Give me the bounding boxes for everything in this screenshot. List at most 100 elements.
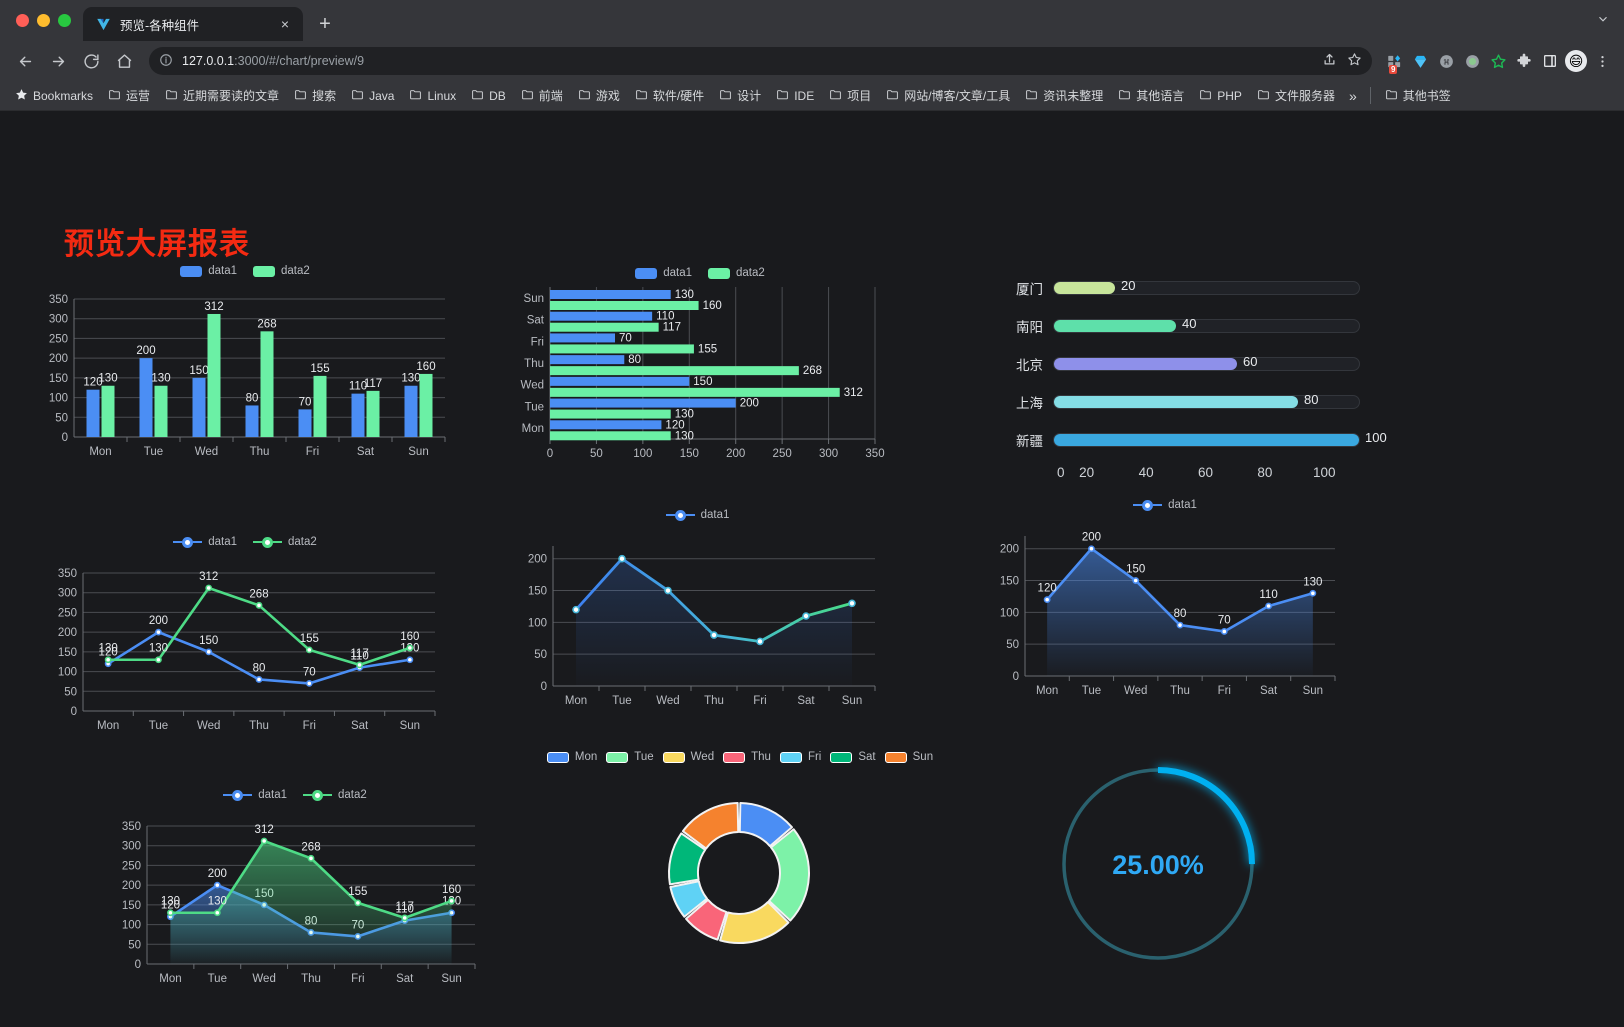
pie-slice-Tue[interactable] [768,828,810,922]
folder-icon [165,88,178,104]
legend-item-data2[interactable]: data2 [253,265,310,277]
chart-text: Mon [1036,685,1058,697]
legend-item-Sun[interactable]: Sun [884,751,933,763]
pie-slice-Mon[interactable] [738,802,793,848]
chart-text: 117 [364,378,382,390]
profile-avatar[interactable]: 😄 [1564,49,1588,73]
bookmark-folder-16[interactable]: 文件服务器 [1250,84,1342,107]
legend-item-data1[interactable]: data1 [665,509,729,521]
puzzle-icon[interactable] [1512,49,1536,73]
close-tab-icon[interactable]: × [280,16,290,32]
legend-item-Sat[interactable]: Sat [830,751,876,763]
maximize-window-button[interactable] [58,14,71,27]
bookmark-folder-15[interactable]: PHP [1192,85,1249,107]
bookmarks-overflow-button[interactable]: » [1348,87,1357,104]
chart-text: Thu [250,446,270,458]
folder-icon [471,88,484,104]
pie-slice-Fri[interactable] [669,880,708,918]
home-button[interactable] [109,46,139,76]
pie-slice-Sat[interactable] [668,832,707,886]
chart-text: Sat [396,973,414,985]
legend-item-data2[interactable]: data2 [253,536,317,548]
bookmark-folder-9[interactable]: 设计 [712,84,768,107]
legend-item-Wed[interactable]: Wed [662,751,715,763]
extensions-puzzle-icon[interactable]: 9 [1382,49,1406,74]
legend-item-data1[interactable]: data1 [180,265,237,277]
star-outline-green-icon[interactable] [1486,49,1510,73]
legend-item-data2[interactable]: data2 [708,267,765,279]
legend-item-data2[interactable]: data2 [303,789,367,801]
chart-text: 100 [122,920,141,932]
chart-line-two-series: data1 data2 0 50 100 150 200 250 300 350 Mon Tue We… [35,536,455,751]
close-window-button[interactable] [16,14,29,27]
legend-label: data2 [281,265,310,277]
progress-fill [1054,434,1359,446]
site-info-icon[interactable] [159,53,173,70]
legend-swatch [779,751,802,763]
forward-button[interactable] [43,46,73,76]
bookmark-label: 前端 [538,89,563,103]
browser-tab[interactable]: 预览-各种组件 × [83,7,303,41]
bookmark-folder-11[interactable]: 项目 [822,84,878,107]
pie-slice-Wed[interactable] [719,901,790,944]
legend-item-data1[interactable]: data1 [635,267,692,279]
bookmark-folder-12[interactable]: 网站/博客/文章/工具 [879,84,1017,107]
bookmarks-root[interactable]: Bookmarks [8,85,100,107]
bookmark-folder-13[interactable]: 资讯未整理 [1018,84,1110,107]
legend-item-data1[interactable]: data1 [173,536,237,548]
minimize-window-button[interactable] [37,14,50,27]
legend-item-Fri[interactable]: Fri [779,751,821,763]
bookmark-folder-14[interactable]: 其他语言 [1111,84,1191,107]
bookmark-folder-3[interactable]: Java [344,85,401,107]
reload-button[interactable] [76,46,106,76]
other-bookmarks-folder[interactable]: 其他书签 [1378,84,1458,107]
url-host: 127.0.0.1 [182,54,235,68]
legend-line-area: data1 [975,499,1355,511]
star-icon [15,88,28,104]
progress-label: 新疆 [1016,434,1043,449]
pie-slice-Sun[interactable] [681,802,740,850]
pie-slice-Thu[interactable] [685,898,728,941]
bookmark-folder-2[interactable]: 搜索 [287,84,343,107]
bar-Mon-data2 [101,385,115,437]
chart-text: 150 [1126,564,1145,576]
progress-label: 上海 [1016,396,1043,411]
side-panel-icon[interactable] [1538,49,1562,73]
legend-item-Mon[interactable]: Mon [546,751,597,763]
chart-text: Mon [89,446,111,458]
back-button[interactable] [10,46,40,76]
bookmark-folder-5[interactable]: DB [464,85,513,107]
bookmark-folder-4[interactable]: Linux [402,85,463,107]
progress-track: 40 [1053,316,1360,333]
chart-text: Sat [351,720,369,732]
chart-text: 268 [803,365,822,377]
gear-circle-icon[interactable]: ⌘ [1434,49,1458,73]
bookmark-folder-6[interactable]: 前端 [514,84,570,107]
green-circle-icon[interactable] [1460,49,1484,73]
kebab-menu-icon[interactable] [1590,49,1614,73]
legend-label: Wed [690,751,715,763]
extension-badge-count: 9 [1389,65,1398,74]
bookmark-folder-7[interactable]: 游戏 [571,84,627,107]
bookmark-folder-10[interactable]: IDE [769,85,821,107]
diamond-icon[interactable] [1408,49,1432,73]
new-tab-button[interactable]: + [319,12,331,35]
bookmark-star-icon[interactable] [1347,52,1362,70]
chart-text: 50 [64,686,77,698]
chart-text: 200 [726,448,745,460]
chevron-down-icon[interactable] [1596,12,1610,29]
legend-item-Thu[interactable]: Thu [723,751,771,763]
bookmark-folder-8[interactable]: 软件/硬件 [628,84,711,107]
legend-item-Tue[interactable]: Tue [606,751,654,763]
legend-label: data1 [663,267,692,279]
bookmark-folder-1[interactable]: 近期需要读的文章 [158,84,286,107]
bookmark-folder-0[interactable]: 运营 [101,84,157,107]
chart-text: Thu [249,720,269,732]
share-icon[interactable] [1322,52,1337,70]
vertical-bar-plot: 050100150200250300350Mon120130Tue200130W… [49,294,446,458]
address-bar[interactable]: 127.0.0.1:3000/#/chart/preview/9 [149,47,1372,75]
legend-item-data1[interactable]: data1 [1133,499,1197,511]
legend-item-data1[interactable]: data1 [223,789,287,801]
chart-text: Sat [797,695,815,707]
point-Mon-data2 [167,909,174,917]
